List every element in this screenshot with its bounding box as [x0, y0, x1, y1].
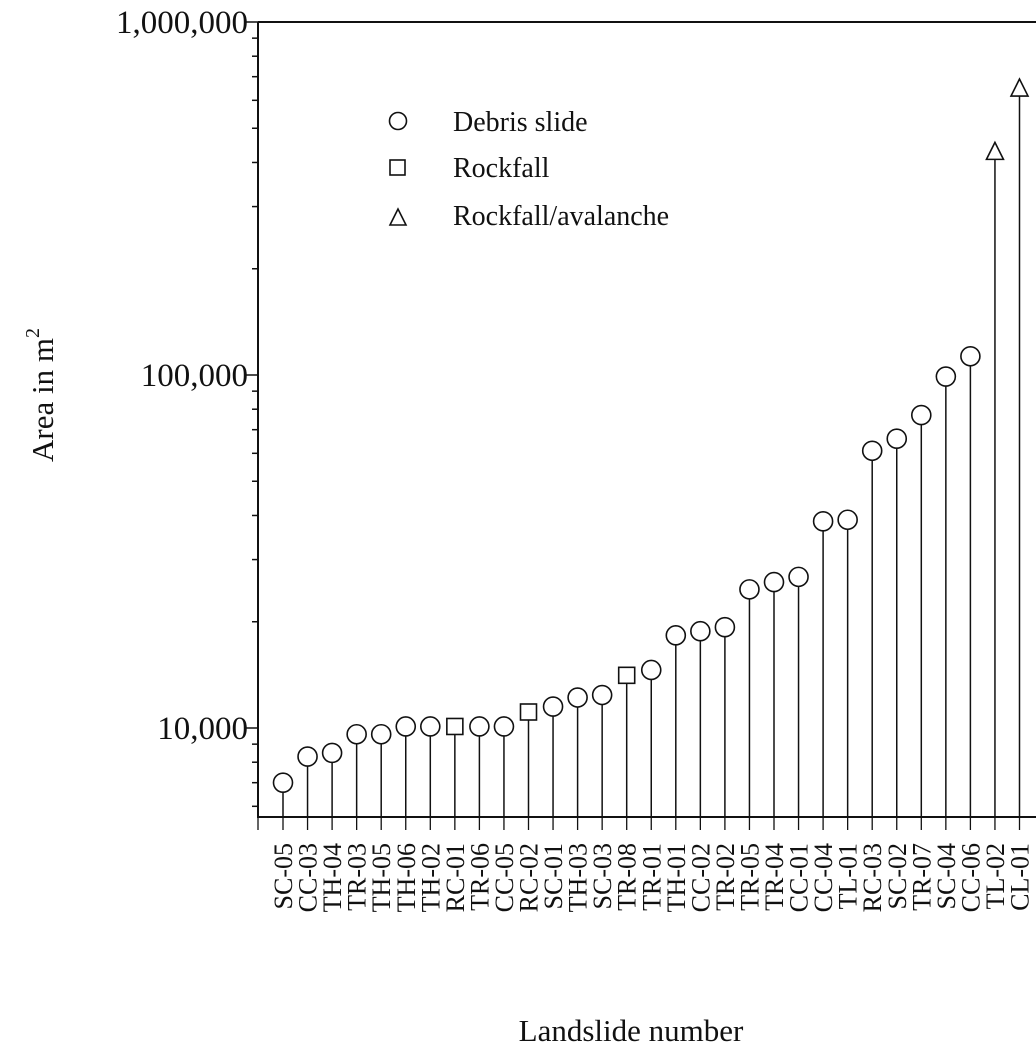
x-category-label: SC-01: [539, 843, 568, 909]
marker-rc-02: [519, 703, 538, 721]
marker-cl-01: [1009, 77, 1030, 97]
marker-sc-02: [886, 428, 908, 450]
x-category-label: TH-03: [564, 843, 593, 912]
marker-cc-03: [297, 746, 318, 767]
x-category-label: SC-02: [883, 843, 912, 909]
x-category-label: TH-02: [416, 843, 445, 912]
y-tick-label: 100,000: [141, 358, 248, 394]
marker-th-04: [321, 742, 343, 764]
x-category-label: RC-01: [441, 843, 470, 912]
data-stems: [282, 79, 1021, 817]
x-category-label: CC-04: [809, 843, 838, 912]
marker-sc-05: [272, 772, 294, 793]
x-category-label: CL-01: [1006, 843, 1035, 911]
marker-tr-02: [714, 616, 736, 638]
marker-tr-01: [640, 659, 662, 681]
marker-tr-07: [910, 404, 932, 426]
marker-rc-01: [446, 717, 464, 736]
marker-th-02: [419, 716, 441, 737]
x-category-label: TR-02: [711, 843, 740, 911]
x-axis-title: Landslide number: [519, 1013, 744, 1048]
marker-tr-05: [739, 579, 760, 600]
y-axis-ticks: [246, 21, 258, 808]
marker-sc-03: [591, 684, 613, 706]
x-category-label: CC-02: [686, 843, 715, 912]
marker-th-06: [395, 716, 417, 737]
x-category-label: TR-06: [465, 843, 494, 911]
legend-triangle-marker: [388, 207, 408, 226]
marker-th-01: [665, 625, 687, 646]
x-axis-category-labels: SC-05CC-03TH-04TR-03TH-05TH-06TH-02RC-01…: [269, 843, 1035, 912]
x-category-label: TH-01: [662, 843, 691, 912]
y-axis-title: Area in m2: [22, 328, 60, 462]
x-category-label: CC-03: [294, 843, 323, 912]
marker-cc-06: [960, 345, 981, 367]
x-category-label: TR-01: [637, 843, 666, 911]
marker-th-03: [567, 687, 588, 708]
x-category-label: TR-05: [735, 843, 764, 911]
marker-tr-06: [469, 716, 490, 737]
x-category-label: TR-07: [907, 843, 936, 911]
legend-label-rockfall: Rockfall: [453, 153, 550, 184]
x-category-label: SC-04: [932, 843, 961, 909]
x-category-label: TH-06: [392, 843, 421, 912]
y-tick-label: 10,000: [157, 711, 248, 747]
legend-label-debris-slide: Debris slide: [453, 107, 588, 138]
x-category-label: TR-08: [613, 843, 642, 911]
marker-cc-02: [690, 620, 711, 642]
y-axis-tick-labels: 10,000 100,000 1,000,000: [116, 5, 248, 747]
x-category-label: TH-04: [318, 843, 347, 912]
legend-label-rockfall-avalanche: Rockfall/avalanche: [453, 201, 669, 232]
x-category-label: RC-03: [858, 843, 887, 912]
x-category-label: CC-05: [490, 843, 519, 912]
legend-circle-marker: [388, 111, 408, 131]
legend: Debris slide Rockfall Rockfall/avalanche: [388, 107, 669, 232]
marker-cc-05: [493, 716, 515, 737]
x-category-label: TL-01: [834, 843, 863, 909]
x-axis-ticks: [257, 817, 1021, 830]
marker-tl-02: [985, 140, 1005, 161]
legend-square-marker: [389, 159, 406, 176]
data-markers: [272, 77, 1030, 793]
x-category-label: SC-05: [269, 843, 298, 909]
x-category-label: SC-03: [588, 843, 617, 909]
marker-rc-03: [861, 440, 883, 462]
marker-th-05: [370, 723, 392, 745]
marker-tr-03: [346, 723, 367, 745]
y-axis-title-superscript: 2: [22, 328, 44, 338]
marker-cc-04: [812, 511, 834, 532]
x-category-label: RC-02: [515, 843, 544, 912]
marker-cc-01: [788, 566, 809, 588]
marker-tl-01: [837, 509, 858, 531]
marker-tr-08: [617, 666, 636, 685]
x-category-label: TR-03: [343, 843, 372, 911]
x-category-label: TL-02: [981, 843, 1010, 909]
marker-sc-04: [935, 366, 957, 387]
x-category-label: TR-04: [760, 843, 789, 911]
y-tick-label: 1,000,000: [116, 5, 248, 41]
x-category-label: CC-01: [785, 843, 814, 912]
marker-sc-01: [542, 696, 564, 717]
x-category-label: CC-06: [956, 843, 985, 912]
x-category-label: TH-05: [367, 843, 396, 912]
marker-tr-04: [763, 571, 785, 593]
